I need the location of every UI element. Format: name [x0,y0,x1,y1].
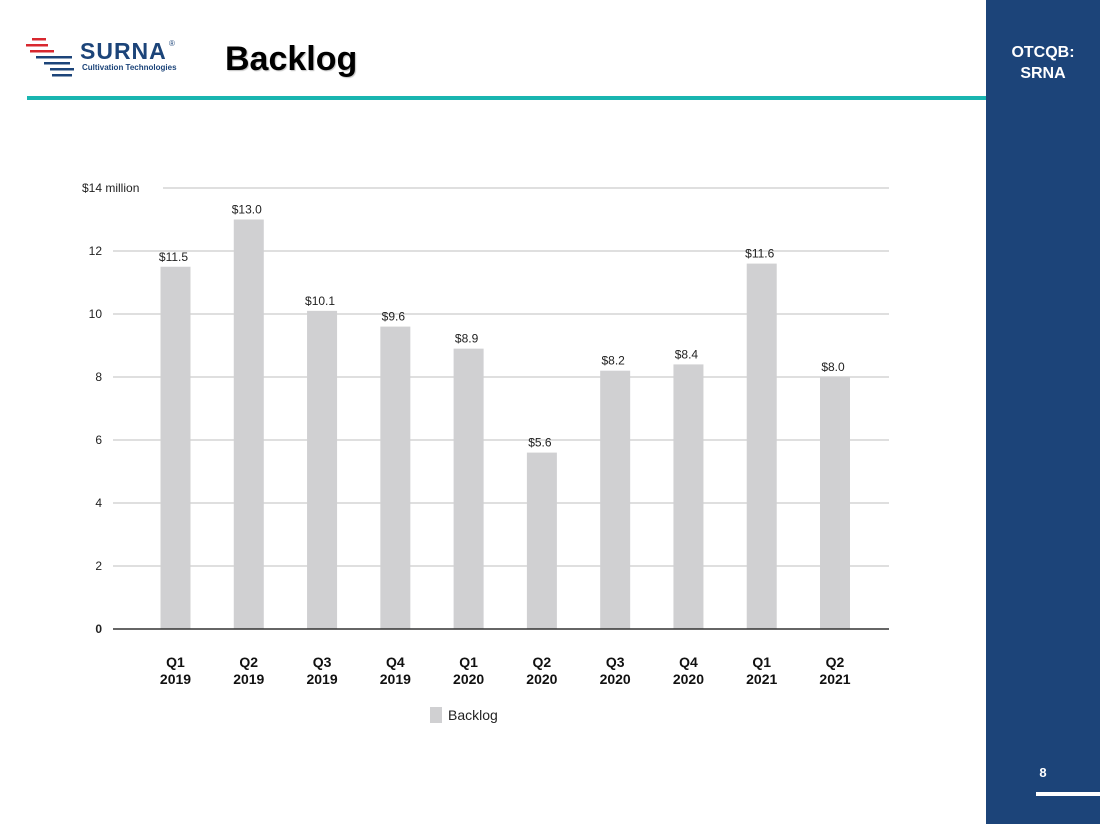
x-tick-label-year: 2021 [819,671,850,687]
x-tick-label-quarter: Q3 [606,654,625,670]
bar [600,370,631,629]
page-number: 8 [1039,765,1047,780]
header-divider [27,96,986,100]
page-number-rule [1036,792,1100,796]
y-tick-label: 10 [89,307,103,321]
ticker-symbol: SRNA [1020,65,1066,82]
x-tick-label-quarter: Q1 [752,654,771,670]
bar [233,219,264,629]
data-label: $11.5 [159,250,188,264]
x-tick-label-quarter: Q1 [459,654,478,670]
x-tick-label-year: 2019 [233,671,264,687]
bar [673,364,704,629]
data-label: $11.6 [745,247,774,261]
bar [526,452,557,629]
legend-swatch [430,707,442,723]
ticker-exchange: OTCQB: [1011,44,1075,61]
ticker-label: OTCQB: SRNA [986,42,1100,84]
bar [380,326,411,629]
x-tick-label-quarter: Q2 [239,654,258,670]
legend-label: Backlog [448,707,498,723]
x-tick-label-quarter: Q2 [533,654,552,670]
x-tick-label-year: 2019 [160,671,191,687]
y-tick-label: 12 [89,244,103,258]
logo-wordmark: SURNA [80,38,167,64]
x-tick-label-quarter: Q2 [826,654,845,670]
x-tick-label-quarter: Q4 [386,654,405,670]
bar [820,377,850,629]
x-tick-label-year: 2021 [746,671,777,687]
data-label: $8.2 [601,354,625,368]
page-title: Backlog [225,40,358,78]
x-tick-label-quarter: Q1 [166,654,185,670]
logo-subtitle: Cultivation Technologies [82,63,177,72]
surna-logo: SURNA ® Cultivation Technologies [26,36,186,82]
y-tick-label: 6 [95,433,102,447]
right-sidebar: OTCQB: SRNA 8 [986,0,1100,824]
data-label: $8.0 [821,360,845,374]
data-label: $5.6 [528,436,552,450]
x-tick-label-year: 2019 [380,671,411,687]
logo-stripes-icon [26,38,74,77]
x-tick-label-quarter: Q4 [679,654,698,670]
y-tick-label: 0 [95,622,102,636]
bar [746,263,777,629]
y-tick-label: 8 [95,370,102,384]
data-label: $9.6 [382,310,406,324]
bar [453,348,484,629]
bar [307,310,338,629]
y-tick-label: 2 [95,559,102,573]
data-label: $8.4 [675,347,699,361]
y-tick-label: $14 million [82,181,139,195]
data-label: $10.1 [305,294,335,308]
x-tick-label-year: 2019 [306,671,337,687]
x-tick-label-year: 2020 [526,671,557,687]
data-label: $8.9 [455,332,479,346]
x-tick-label-year: 2020 [453,671,484,687]
logo-registered-mark: ® [169,39,175,48]
x-tick-label-year: 2020 [600,671,631,687]
x-tick-label-year: 2020 [673,671,704,687]
chart-legend: Backlog [430,707,498,723]
y-tick-label: 4 [95,496,102,510]
data-label: $13.0 [232,203,262,217]
bar [160,266,191,629]
x-tick-label-quarter: Q3 [313,654,332,670]
